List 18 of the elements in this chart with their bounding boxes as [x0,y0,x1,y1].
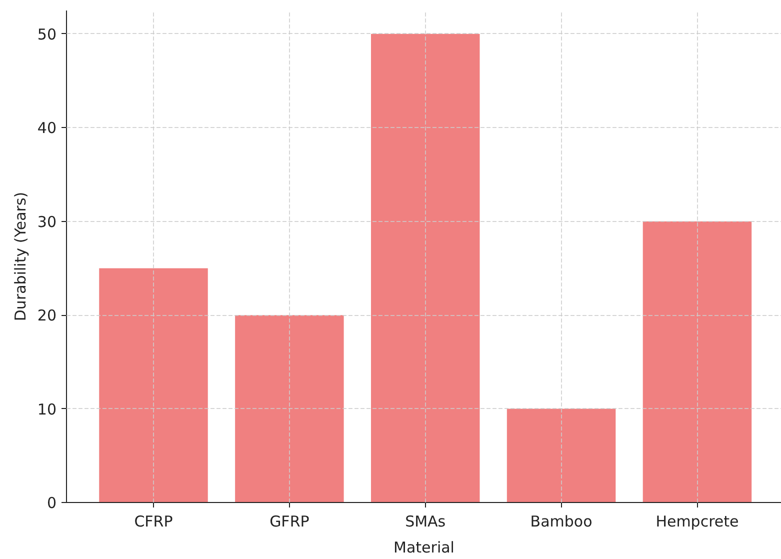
x-tick-label: Hempcrete [656,512,739,530]
x-tick-label: GFRP [270,512,310,530]
y-tick-label: 20 [37,306,57,325]
bar [506,408,616,502]
bar [99,268,208,502]
y-tick-label: 10 [37,400,57,418]
y-tick-label: 40 [37,119,57,138]
bar [235,315,344,502]
y-tick-label: 30 [37,212,57,231]
bar [642,221,752,502]
y-tick-label: 50 [37,25,57,44]
y-axis-title: Durability (Years) [11,192,30,322]
x-axis-title: Material [394,538,454,556]
x-tick-label: CFRP [134,512,173,530]
x-tick-label: Bamboo [530,512,592,530]
y-tick-label: 0 [46,494,57,512]
bar [370,34,480,502]
x-tick-label: SMAs [405,512,446,530]
